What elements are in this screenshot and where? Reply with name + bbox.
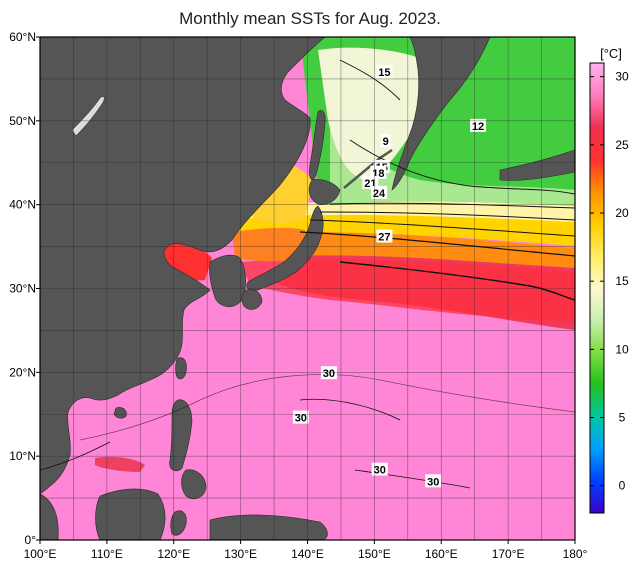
lon-tick-label: 130°E [224, 547, 257, 561]
ocean-sea-of-japan-south [232, 227, 305, 262]
lon-tick-label: 150°E [358, 547, 391, 561]
contour-label-bg [371, 185, 388, 199]
aleutians [499, 149, 575, 181]
colorbar: [°C] 30 25 20 15 10 5 0 [589, 46, 629, 514]
new-guinea [209, 514, 328, 540]
asia-mainland [40, 37, 326, 495]
isotherm-12 [349, 139, 575, 195]
lon-tick-label: 110°E [91, 547, 123, 561]
contour-label: 24 [373, 188, 386, 200]
malay-peninsula [40, 493, 59, 540]
kamchatka [391, 37, 491, 191]
contour-label: 30 [374, 465, 386, 477]
ocean-okhotsk [318, 47, 420, 180]
ocean-scs-patch [95, 456, 145, 472]
lat-tick-label: 30°N [9, 282, 36, 296]
isotherm-21 [309, 219, 575, 237]
lat-tick-label: 40°N [9, 198, 36, 212]
lon-tick-label: 160°E [425, 547, 458, 561]
hokkaido [308, 179, 341, 205]
colorbar-tick-label: 30 [615, 70, 629, 84]
lon-tick-label: 170°E [492, 547, 525, 561]
contour-label-bg [292, 410, 309, 424]
contour-label-bg [470, 118, 487, 132]
colorbar-tick-label: 15 [615, 274, 629, 288]
isotherm-15 [329, 202, 575, 209]
colorbar-unit: [°C] [600, 46, 622, 61]
isotherm-24 [299, 231, 575, 257]
lon-tick-label: 100°E [24, 547, 57, 561]
ocean-pale-band [250, 201, 575, 222]
isotherm-29 [79, 374, 575, 441]
ocean-light-green [330, 120, 575, 206]
contour-label: 30 [295, 413, 307, 425]
philippines-luzon [169, 399, 193, 472]
lat-tick-label: 20°N [9, 365, 36, 379]
contour-label-bg [376, 229, 393, 243]
isotherm-18 [319, 211, 575, 221]
isotherm-30c [40, 441, 111, 471]
contour-label-bg [371, 462, 388, 476]
lat-tick-label: 50°N [9, 114, 36, 128]
contour-label-bg [425, 474, 442, 488]
land [40, 37, 575, 540]
colorbar-tick-label: 25 [615, 138, 629, 152]
sulawesi [170, 510, 187, 536]
kyushu [241, 289, 263, 310]
contour-label-bg [380, 133, 391, 147]
colorbar-tick-label: 10 [615, 342, 629, 356]
colorbar-bar [589, 62, 605, 514]
isotherms [40, 59, 575, 489]
contour-label: 9 [383, 136, 389, 148]
contour-label: 30 [323, 368, 335, 380]
lat-tick-label: 10°N [9, 449, 36, 463]
honshu [246, 205, 324, 291]
hainan [113, 407, 127, 419]
map-plot-area: 15129151821242730303030 [40, 37, 575, 540]
borneo [95, 488, 166, 540]
lat-tick-label: 0° [25, 533, 37, 547]
contour-label: 15 [378, 67, 390, 79]
contour-label: 27 [378, 232, 390, 244]
isotherm-30b [354, 469, 471, 489]
colorbar-tick-label: 0 [619, 479, 626, 493]
isotherm-27 [339, 261, 575, 301]
contour-label-bg [376, 65, 393, 79]
kuril-islands [343, 148, 393, 189]
ocean-red-core [240, 259, 575, 322]
sakhalin [309, 110, 326, 180]
contour-label: 30 [427, 476, 439, 488]
taiwan [175, 357, 187, 380]
colorbar-ticks: 30 25 20 15 10 5 0 [590, 70, 629, 493]
lon-tick-label: 140°E [291, 547, 324, 561]
map-title: Monthly mean SSTs for Aug. 2023. [179, 9, 441, 28]
contour-label: 12 [472, 121, 484, 133]
ocean-orange-band [240, 231, 575, 268]
contour-label-bg [320, 366, 337, 380]
isotherm-30a [299, 398, 401, 421]
isotherm-okhotsk [339, 59, 401, 101]
lon-tick-label: 120°E [157, 547, 190, 561]
graticule [40, 37, 575, 540]
contour-labels: 15129151821242730303030 [292, 65, 487, 488]
lon-tick-label: 180° [563, 547, 588, 561]
axis-ticks: 100°E 110°E 120°E 130°E 140°E 150°E 160°E 170°E… [9, 30, 587, 561]
lake-baikal [71, 96, 105, 137]
colorbar-tick-label: 5 [619, 411, 626, 425]
colorbar-tick-label: 20 [615, 206, 629, 220]
lat-tick-label: 60°N [9, 30, 36, 44]
